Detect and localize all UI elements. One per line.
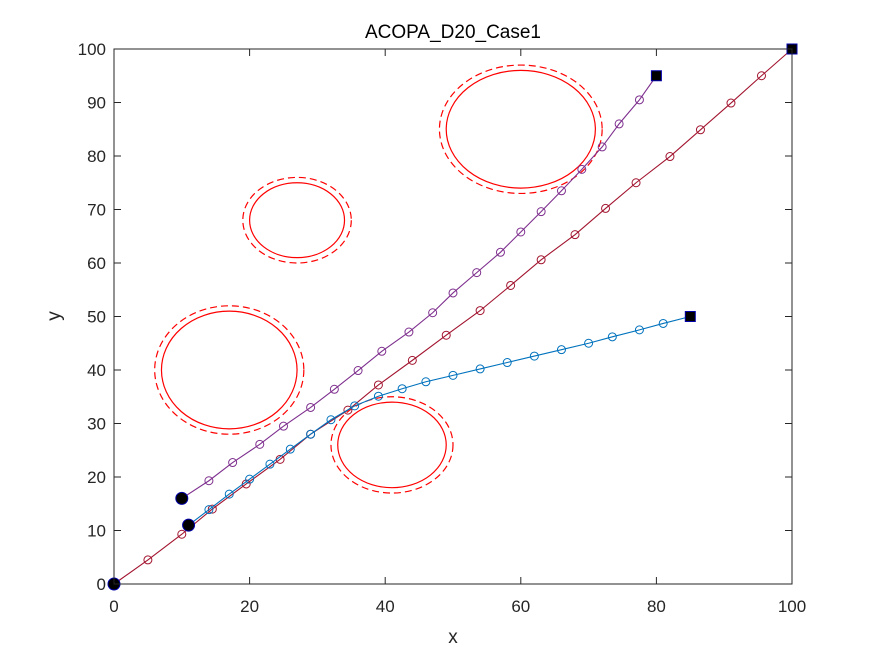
series-2-point-3 (228, 458, 238, 468)
series-3-point-18 (584, 338, 594, 348)
series-1-line (113, 48, 793, 585)
series-2-point-9 (377, 346, 387, 356)
series-2-goal-marker (650, 70, 662, 82)
series-2-point-2 (204, 476, 214, 486)
x-tick-label-40: 40 (376, 597, 395, 616)
obstacle-2 (249, 182, 346, 259)
series-1-point-12 (475, 306, 485, 316)
y-tick-label-60: 60 (87, 254, 106, 273)
series-2-point-7 (329, 384, 339, 394)
series-1-point-17 (631, 178, 641, 188)
series-3-point-6 (285, 444, 295, 454)
x-tick-label-0: 0 (109, 597, 118, 616)
obstacle-4-safety-boundary (438, 64, 603, 195)
series-1-point-16 (601, 203, 611, 213)
obstacle-3 (337, 401, 447, 489)
series-3-point-10 (373, 391, 383, 401)
obstacle-1 (160, 310, 298, 430)
series-1-point-18 (665, 152, 675, 162)
series-2-point-8 (353, 366, 363, 376)
x-tick-label-80: 80 (647, 597, 666, 616)
axes-layer: 0 20 40 60 80 100 0 10 20 30 40 50 60 70 80 90 100 (78, 40, 807, 616)
y-tick-label-70: 70 (87, 201, 106, 220)
series-3-point-17 (556, 345, 566, 355)
series-3-point-7 (306, 429, 316, 439)
series-2-point-6 (306, 402, 316, 412)
series-2-line (181, 75, 657, 499)
series-1-point-20 (726, 98, 736, 108)
series-2-point-15 (516, 227, 526, 237)
x-tick-label-60: 60 (511, 597, 530, 616)
series-2-point-21 (634, 95, 644, 105)
obstacle-2-safety-boundary (242, 176, 352, 264)
series-1-point-2 (143, 555, 153, 565)
series-2-point-20 (614, 119, 624, 129)
series-1-point-4 (207, 504, 217, 514)
series-2-point-18 (577, 164, 587, 174)
x-tick-label-100: 100 (778, 597, 806, 616)
y-tick-label-100: 100 (78, 40, 106, 59)
series-3-line (188, 315, 691, 526)
obstacles-layer (154, 64, 603, 494)
series-2-point-13 (472, 268, 482, 278)
series-3-point-8 (326, 415, 336, 425)
series-1 (109, 44, 797, 589)
chart-title: ACOPA_D20_Case1 (365, 22, 541, 43)
series-3-point-9 (350, 401, 360, 411)
series-3-goal-marker (684, 311, 696, 322)
series-1-point-19 (695, 125, 705, 135)
series-2-point-5 (279, 421, 288, 431)
obstacle-4 (445, 69, 596, 189)
series-3-point-5 (265, 459, 275, 469)
series-3-point-12 (421, 377, 431, 387)
plot-area (114, 49, 792, 584)
series-2-point-19 (597, 142, 607, 152)
series-2-point-4 (255, 439, 265, 449)
series-1-point-10 (407, 355, 417, 365)
y-tick-label-20: 20 (87, 468, 106, 487)
series-3-point-14 (475, 364, 485, 374)
series-3-point-19 (607, 332, 617, 342)
series-1-point-15 (570, 230, 580, 240)
series-2-point-14 (495, 247, 505, 257)
y-tick-label-40: 40 (87, 361, 106, 380)
series-1-point-14 (536, 255, 546, 265)
series-1-point-21 (756, 71, 766, 81)
series-1-point-9 (373, 380, 383, 390)
series-2-point-17 (556, 186, 566, 196)
x-axis-label: x (448, 627, 458, 648)
y-tick-label-50: 50 (87, 308, 106, 327)
series-3-point-16 (529, 351, 539, 361)
obstacle-3-safety-boundary (330, 396, 454, 494)
series-1-point-8 (343, 405, 353, 415)
y-axis-label: y (44, 311, 65, 321)
series-3-point-20 (634, 325, 644, 335)
series-3-point-4 (245, 474, 255, 484)
y-tick-label-30: 30 (87, 415, 106, 434)
y-tick-label-0: 0 (97, 575, 106, 594)
series-3-point-3 (224, 489, 234, 499)
series-2-point-11 (428, 308, 438, 318)
series-3-point-13 (448, 370, 458, 380)
y-tick-label-90: 90 (87, 94, 106, 113)
series-3-point-2 (204, 505, 214, 515)
series-2-point-12 (448, 288, 458, 298)
series-2-start-marker (175, 491, 189, 505)
series-2-point-10 (404, 327, 414, 337)
series-3-start-marker (182, 518, 196, 532)
series-1-point-3 (177, 529, 187, 539)
series-3-point-15 (502, 358, 512, 368)
series-1-point-11 (441, 330, 451, 340)
obstacle-1-safety-boundary (154, 305, 305, 435)
y-tick-label-80: 80 (87, 147, 106, 166)
x-tick-label-20: 20 (240, 597, 259, 616)
series-2-point-16 (536, 207, 546, 217)
series-3-point-21 (658, 318, 668, 328)
series-3-point-11 (397, 384, 407, 394)
series-1-point-13 (506, 280, 516, 290)
y-tick-label-10: 10 (87, 522, 106, 541)
